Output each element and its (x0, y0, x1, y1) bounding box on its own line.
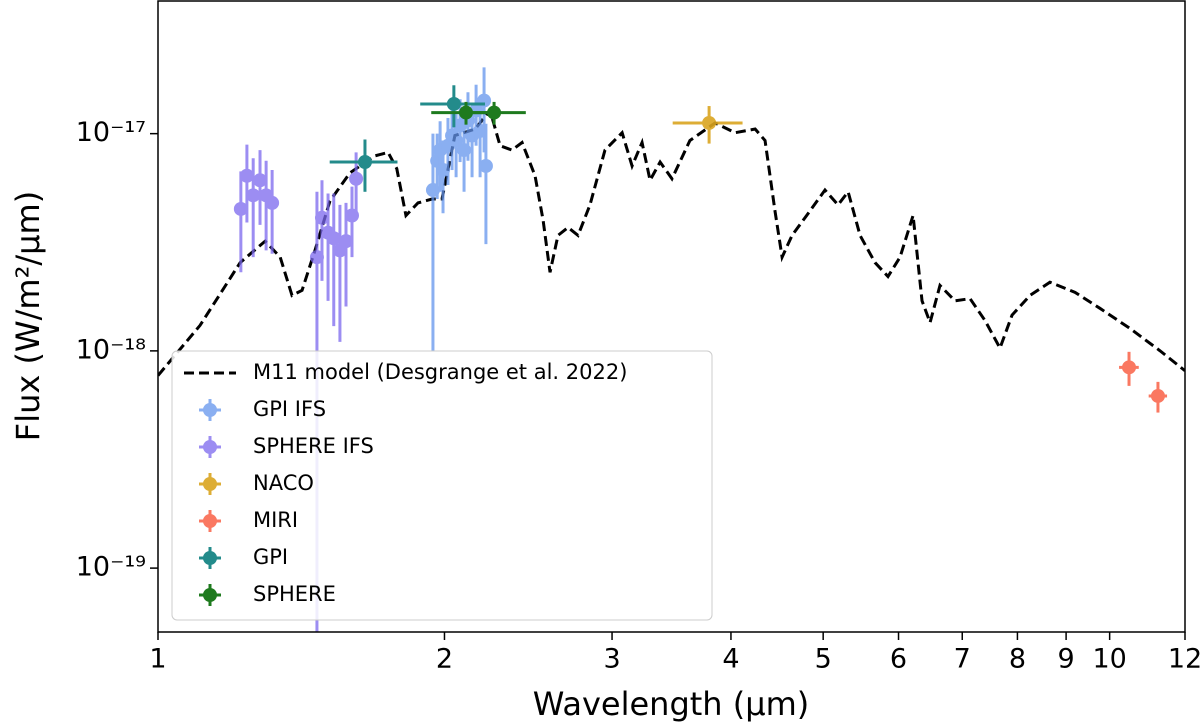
data-point (253, 173, 268, 188)
data-point (357, 155, 372, 170)
legend-swatch-dot (203, 440, 217, 454)
x-tick-label: 3 (603, 644, 620, 675)
legend-swatch (199, 584, 221, 606)
errorbar-series (425, 67, 493, 351)
legend-label: SPHERE IFS (253, 434, 374, 458)
model-line (158, 107, 1185, 377)
errorbar-series (672, 106, 743, 144)
legend-swatch-dot (203, 403, 217, 417)
plot-area (158, 67, 1185, 632)
x-tick-label: 4 (722, 644, 739, 675)
legend-label: SPHERE (253, 582, 336, 606)
data-point (349, 171, 364, 186)
legend-swatch-dot (203, 551, 217, 565)
x-tick-label: 5 (815, 644, 832, 675)
axes-frame (157, 0, 1186, 633)
x-tick-label: 6 (890, 644, 907, 675)
legend-swatch (199, 547, 221, 569)
y-tick-label: 10⁻¹⁷ (76, 117, 146, 148)
data-point (233, 201, 248, 216)
data-point (478, 158, 493, 173)
data-point (477, 93, 492, 108)
legend-swatch (199, 399, 221, 421)
x-tick-label: 7 (954, 644, 971, 675)
legend-label: M11 model (Desgrange et al. 2022) (253, 360, 627, 384)
legend: M11 model (Desgrange et al. 2022) GPI IFS… (171, 350, 713, 621)
errorbar-series (329, 85, 485, 192)
legend-label: GPI IFS (253, 397, 326, 421)
data-point (246, 188, 261, 203)
x-tick-label: 2 (436, 644, 453, 675)
x-tick-label: 1 (149, 644, 166, 675)
x-tick-label: 8 (1009, 644, 1026, 675)
x-tick-label: 12 (1168, 644, 1200, 675)
errorbar-series (1119, 351, 1168, 413)
data-point (265, 195, 280, 210)
data-point (339, 234, 354, 249)
data-point (702, 115, 717, 130)
legend-swatch-dot (203, 514, 217, 528)
data-point (1150, 388, 1165, 403)
legend-box (171, 350, 713, 621)
x-tick-label: 9 (1058, 644, 1075, 675)
legend-label: NACO (253, 471, 314, 495)
y-tick-label: 10⁻¹⁹ (76, 552, 146, 583)
errorbar-series (431, 101, 526, 125)
legend-swatch (199, 473, 221, 495)
data-point (487, 105, 502, 120)
data-point (326, 231, 341, 246)
legend-swatch-dot (203, 588, 217, 602)
y-tick-label: 10⁻¹⁸ (76, 334, 146, 365)
legend-label: MIRI (253, 508, 298, 532)
legend-swatch (199, 436, 221, 458)
x-axis-label: Wavelength (μm) (533, 685, 810, 723)
y-axis-label: Flux (W/m²/μm) (9, 191, 47, 441)
legend-swatch-dot (203, 477, 217, 491)
legend-label: GPI (253, 545, 288, 569)
data-point (309, 250, 324, 265)
data-point (314, 210, 329, 225)
data-point (1122, 360, 1137, 375)
x-tick-label: 10 (1092, 644, 1126, 675)
data-point (239, 168, 254, 183)
data-point (446, 96, 461, 111)
legend-swatch (199, 510, 221, 532)
